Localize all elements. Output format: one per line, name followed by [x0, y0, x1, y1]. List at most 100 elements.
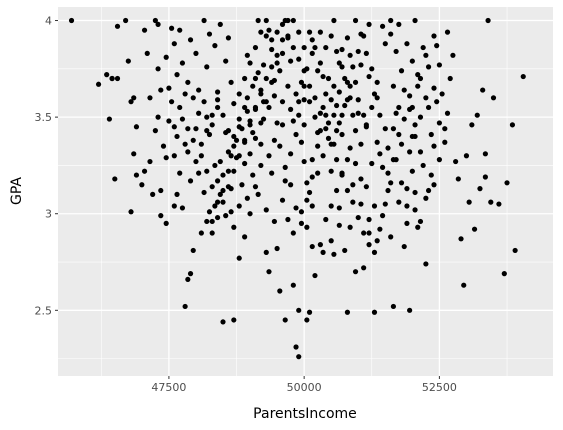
data-point: [369, 66, 375, 72]
x-tick-label: 50000: [287, 381, 322, 394]
data-point: [463, 153, 470, 159]
data-point: [358, 62, 364, 68]
data-point: [496, 201, 502, 207]
data-point: [301, 122, 307, 128]
data-point: [269, 37, 275, 43]
data-point: [174, 191, 180, 197]
data-point: [187, 37, 194, 43]
data-point: [209, 230, 215, 236]
data-point: [428, 131, 434, 138]
data-point: [417, 114, 424, 120]
data-point: [404, 41, 410, 47]
data-point: [334, 128, 340, 134]
data-point: [309, 243, 315, 250]
data-point: [328, 141, 334, 147]
data-point: [263, 207, 269, 213]
data-point: [171, 41, 177, 47]
data-point: [201, 189, 207, 196]
data-point: [285, 33, 291, 39]
data-point: [260, 62, 267, 68]
data-point: [185, 126, 191, 132]
data-point: [325, 135, 332, 141]
data-point: [434, 43, 440, 49]
data-point: [263, 33, 269, 39]
y-axis-title: GPA: [9, 177, 25, 205]
data-point: [366, 216, 372, 223]
data-point: [201, 99, 207, 105]
data-point: [217, 21, 223, 27]
x-axis-ticks: 47500 50000 52500: [151, 376, 457, 394]
data-point: [344, 35, 351, 41]
data-point: [279, 21, 286, 27]
y-tick-label: 4: [45, 15, 52, 28]
data-point: [339, 64, 345, 70]
data-point: [231, 317, 237, 323]
data-point: [250, 129, 256, 136]
data-point: [288, 106, 294, 112]
data-point: [255, 70, 261, 76]
data-point: [352, 128, 359, 134]
data-point: [320, 104, 326, 111]
data-point: [263, 249, 269, 255]
data-point: [290, 17, 296, 24]
data-point: [439, 91, 445, 97]
x-axis-title: ParentsIncome: [253, 406, 357, 422]
data-point: [350, 112, 356, 118]
data-point: [174, 72, 180, 78]
data-point: [269, 46, 275, 53]
data-point: [417, 218, 424, 225]
data-point: [417, 75, 424, 82]
data-point: [293, 205, 299, 211]
data-point: [214, 104, 221, 111]
data-point: [279, 122, 286, 128]
data-point: [363, 122, 369, 128]
data-point: [166, 118, 172, 124]
data-point: [247, 118, 253, 124]
data-point: [198, 141, 204, 147]
data-point: [258, 91, 264, 97]
data-point: [417, 149, 424, 155]
data-point: [352, 160, 359, 167]
data-point: [282, 178, 288, 184]
data-point: [352, 79, 359, 85]
data-point: [242, 137, 248, 143]
data-point: [339, 46, 345, 53]
data-point: [158, 213, 164, 219]
data-point: [209, 112, 215, 118]
data-point: [304, 224, 310, 230]
data-point: [298, 79, 305, 85]
data-point: [396, 131, 402, 138]
x-tick-label: 47500: [151, 381, 186, 394]
data-point: [204, 64, 210, 70]
data-point: [328, 203, 334, 209]
data-point: [388, 234, 394, 240]
data-point: [393, 110, 399, 116]
data-point: [415, 72, 421, 78]
data-point: [209, 184, 215, 190]
data-point: [371, 203, 378, 209]
data-point: [206, 131, 213, 138]
data-point: [312, 44, 318, 51]
data-point: [217, 191, 223, 197]
data-point: [401, 87, 407, 93]
data-point: [274, 120, 280, 126]
data-point: [271, 93, 277, 99]
data-point: [177, 170, 183, 176]
data-point: [309, 50, 315, 56]
data-point: [277, 68, 283, 74]
data-point: [471, 226, 478, 232]
data-point: [339, 112, 345, 118]
data-point: [296, 56, 302, 62]
data-point: [331, 83, 337, 89]
data-point: [363, 50, 369, 56]
data-point: [68, 17, 75, 24]
data-point: [214, 214, 221, 221]
data-point: [331, 251, 337, 257]
data-point: [214, 178, 221, 184]
data-point: [490, 95, 497, 101]
data-point: [458, 236, 464, 242]
data-point: [269, 79, 275, 85]
data-point: [236, 153, 242, 159]
data-point: [312, 114, 318, 120]
